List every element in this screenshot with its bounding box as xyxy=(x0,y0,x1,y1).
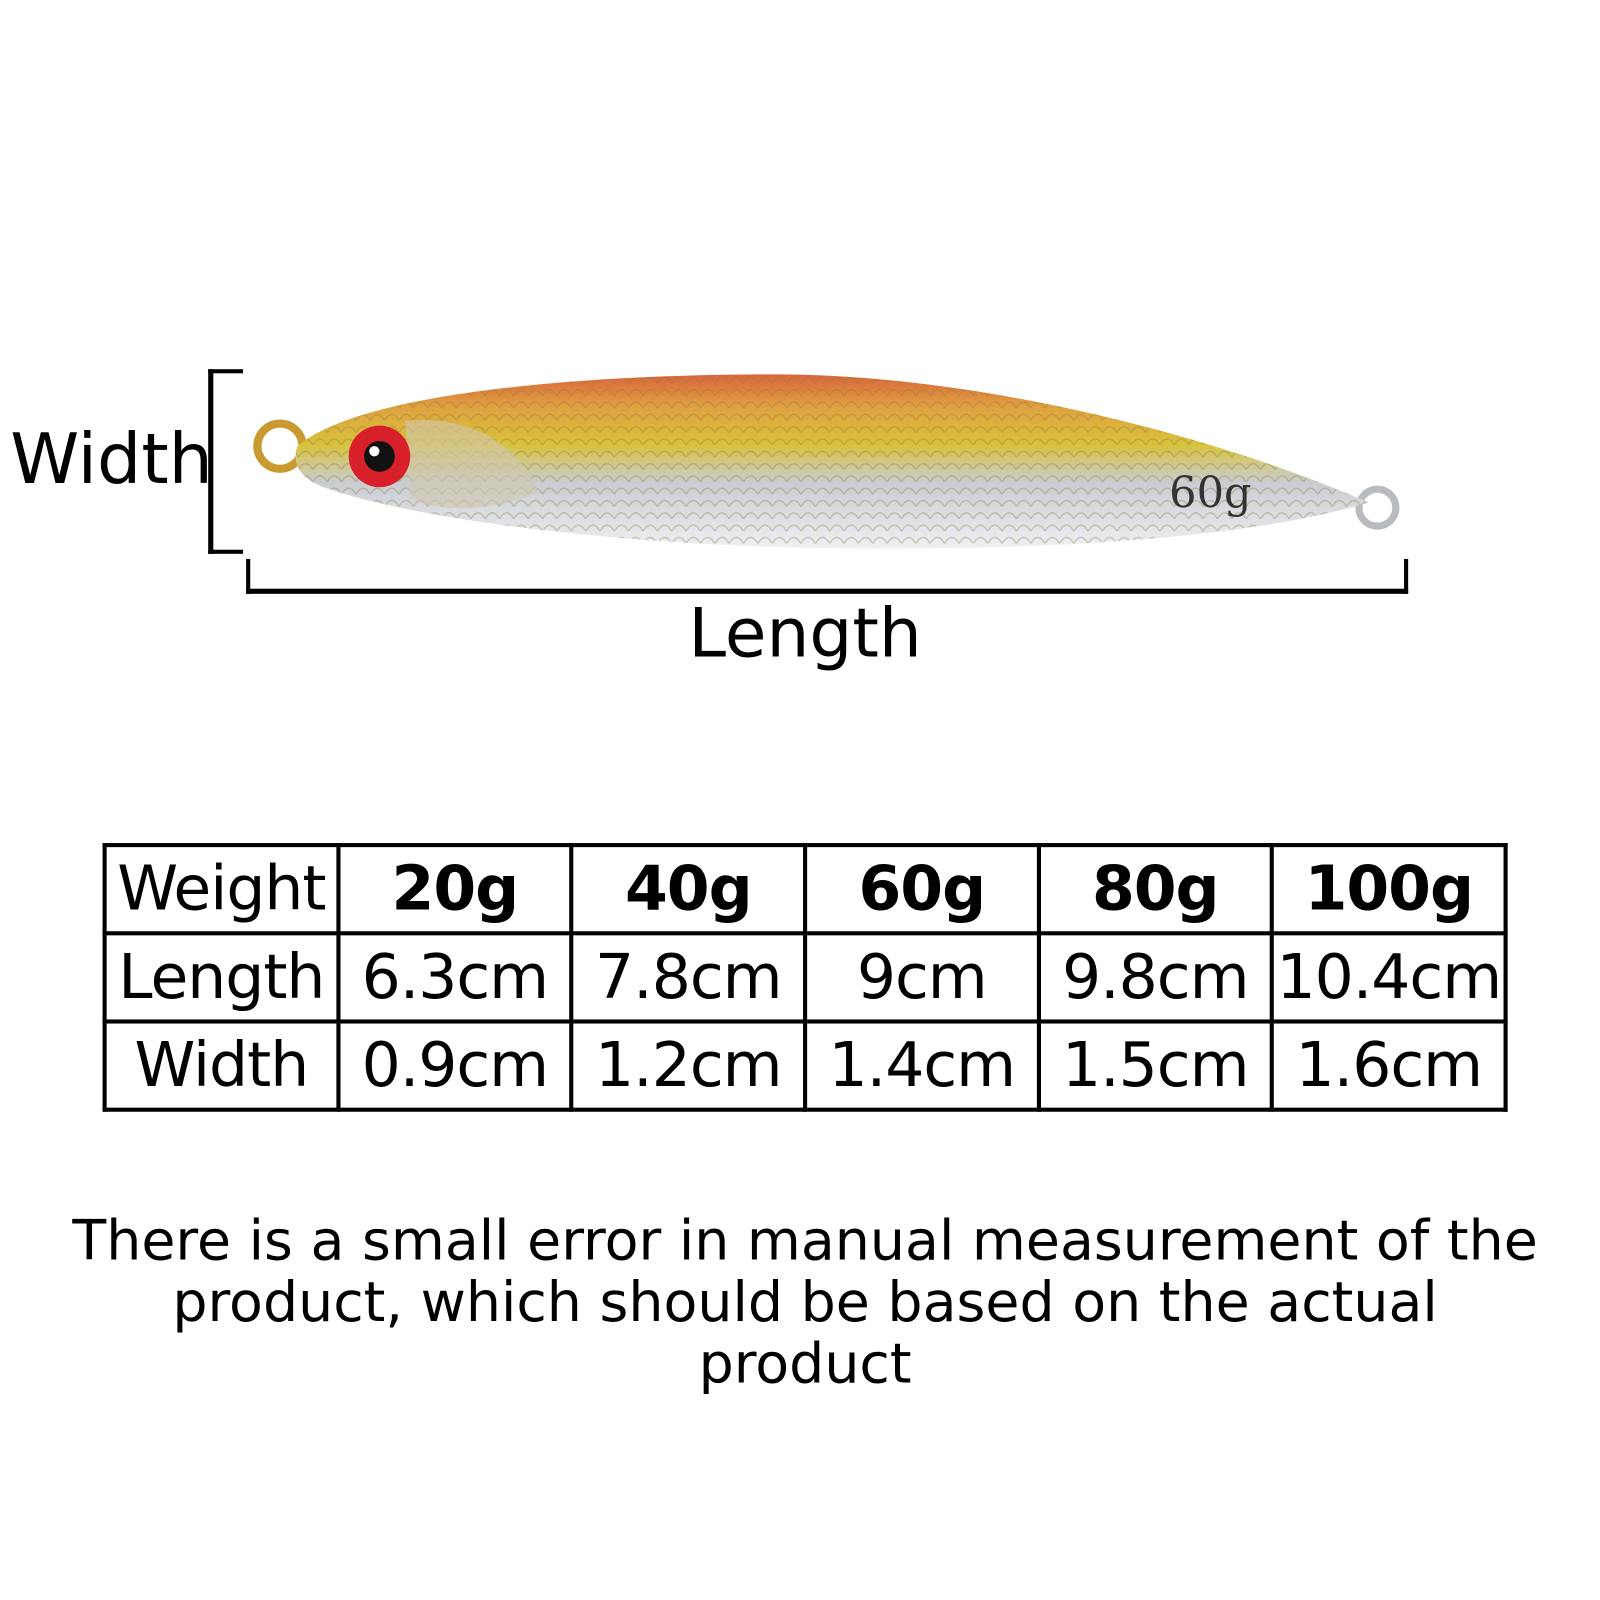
table-cell: 10.4cm xyxy=(1269,931,1508,1024)
table-cell: 7.8cm xyxy=(569,931,808,1024)
table-row-weight: Weight 20g 40g 60g 80g 100g xyxy=(102,843,1508,936)
table-cell: 1.5cm xyxy=(1036,1019,1275,1112)
table-cell: 100g xyxy=(1269,843,1508,936)
size-table: Weight 20g 40g 60g 80g 100g Length 6.3cm… xyxy=(102,843,1508,1112)
table-cell: 60g xyxy=(803,843,1041,936)
table-cell: 80g xyxy=(1036,843,1275,936)
front-ring-icon xyxy=(253,419,307,473)
table-cell: 6.3cm xyxy=(336,931,574,1024)
table-cell: 1.4cm xyxy=(803,1019,1041,1112)
width-label: Width xyxy=(10,419,213,501)
table-cell: 40g xyxy=(569,843,808,936)
row-header: Length xyxy=(102,931,341,1024)
table-cell: 9cm xyxy=(803,931,1041,1024)
table-cell: 1.2cm xyxy=(569,1019,808,1112)
row-header: Weight xyxy=(102,843,341,936)
table-cell: 0.9cm xyxy=(336,1019,574,1112)
table-cell: 9.8cm xyxy=(1036,931,1275,1024)
measurement-note: There is a small error in manual measure… xyxy=(62,1210,1549,1395)
fishing-lure-image: 60g xyxy=(253,374,1400,549)
note-line: product, which should be based on the ac… xyxy=(172,1269,1438,1396)
row-header: Width xyxy=(102,1019,341,1112)
note-line: There is a small error in manual measure… xyxy=(72,1208,1538,1273)
table-row-width: Width 0.9cm 1.2cm 1.4cm 1.5cm 1.6cm xyxy=(102,1019,1508,1112)
length-label: Length xyxy=(688,593,922,673)
table-cell: 20g xyxy=(336,843,574,936)
rear-ring-icon xyxy=(1355,485,1400,530)
table-row-length: Length 6.3cm 7.8cm 9cm 9.8cm 10.4cm xyxy=(102,931,1508,1024)
table-cell: 1.6cm xyxy=(1269,1019,1508,1112)
lure-weight-marking: 60g xyxy=(1169,469,1251,519)
